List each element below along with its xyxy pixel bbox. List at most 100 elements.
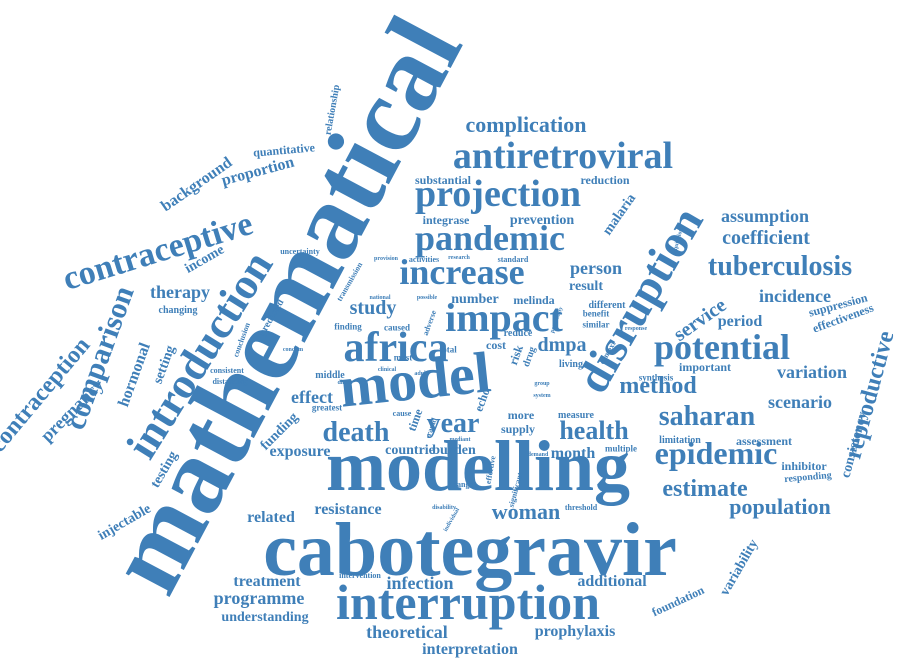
- word-additional: additional: [577, 573, 647, 590]
- word-threshold: threshold: [564, 503, 598, 512]
- word-programme: programme: [213, 588, 305, 608]
- word-cost: cost: [486, 338, 506, 352]
- word-theoretical: theoretical: [366, 622, 448, 642]
- word-activities: activities: [408, 255, 440, 264]
- word-result: result: [569, 279, 603, 294]
- word-infection: infection: [386, 573, 454, 593]
- word-treatment: treatment: [233, 573, 301, 590]
- word-health: health: [559, 416, 629, 445]
- word-substantial: substantial: [414, 173, 472, 187]
- word-method: method: [619, 373, 697, 399]
- word-antiretroviral: antiretroviral: [452, 135, 674, 177]
- word-reduce: reduce: [503, 328, 533, 339]
- word-variation: variation: [777, 362, 847, 382]
- word-national: national: [369, 295, 391, 301]
- word-cause: cause: [392, 409, 412, 418]
- word-melinda: melinda: [513, 293, 555, 307]
- word-prevention: prevention: [509, 213, 575, 228]
- word-adult: adult: [414, 371, 428, 377]
- word-supply: supply: [500, 422, 536, 436]
- word-scenario: scenario: [768, 392, 832, 412]
- word-pandemic: pandemic: [414, 218, 566, 258]
- word-month: month: [550, 445, 596, 462]
- word-system: system: [533, 393, 551, 399]
- word-death: death: [322, 417, 390, 448]
- word-countrie: countrie: [385, 443, 435, 458]
- word-demand: demand: [527, 452, 549, 458]
- word-direct: direct: [337, 380, 353, 386]
- word-different: different: [588, 300, 626, 311]
- word-clinical: clinical: [377, 367, 397, 373]
- word-africa: africa: [343, 325, 449, 371]
- word-understanding: understanding: [221, 610, 309, 625]
- word-projection: projection: [414, 173, 582, 215]
- word-potential: potential: [653, 327, 791, 367]
- word-inhibitor: inhibitor: [781, 459, 827, 473]
- word-population: population: [729, 494, 831, 519]
- word-mediant: mediant: [449, 437, 471, 443]
- word-tuberculosis: tuberculosis: [707, 251, 853, 282]
- word-standard: standard: [497, 255, 529, 264]
- word-finding: finding: [334, 321, 362, 332]
- word-interpretation: interpretation: [422, 641, 518, 658]
- word-benefit: benefit: [582, 308, 610, 319]
- word-condom: condom: [282, 347, 304, 353]
- word-impact: impact: [445, 295, 563, 340]
- word-malaria: malaria: [600, 191, 640, 239]
- word-change: change: [449, 480, 473, 489]
- word-reduction: reduction: [580, 173, 630, 187]
- word-saharan: saharan: [658, 401, 756, 432]
- word-coefficient: coefficient: [722, 227, 810, 249]
- word-disability: disability: [432, 505, 456, 511]
- word-study: study: [349, 297, 397, 319]
- word-prophylaxis: prophylaxis: [534, 623, 616, 640]
- word-burden: burden: [432, 443, 476, 458]
- word-group: group: [534, 381, 550, 387]
- word-research: research: [448, 255, 470, 261]
- word-synthesis: synthesis: [638, 372, 674, 383]
- word-epidemic: epidemic: [654, 435, 778, 471]
- word-incidence: incidence: [759, 286, 831, 306]
- word-interruption: interruption: [336, 574, 600, 630]
- word-exposure: exposure: [269, 443, 331, 460]
- word-cabotegravir: cabotegravir: [263, 508, 677, 592]
- word-more: more: [507, 408, 535, 422]
- word-resistance: resistance: [314, 501, 382, 518]
- word-measure: measure: [558, 410, 594, 421]
- word-distancing: distancing: [212, 377, 248, 386]
- word-dmpa: dmpa: [537, 334, 587, 356]
- word-limitation: limitation: [659, 435, 701, 446]
- word-greatest: greatest: [311, 402, 343, 413]
- word-possible: possible: [416, 295, 438, 301]
- word-increase: increase: [399, 252, 525, 292]
- word-woman: woman: [491, 499, 561, 524]
- word-integrase: integrase: [422, 213, 470, 227]
- word-response: response: [624, 326, 648, 332]
- word-living: living: [559, 359, 583, 370]
- word-middle: middle: [315, 370, 345, 381]
- word-estimate: estimate: [662, 476, 748, 502]
- word-changing: changing: [158, 305, 198, 316]
- word-number: number: [451, 292, 499, 307]
- word-assumption: assumption: [720, 206, 810, 226]
- word-multiple: multiple: [604, 443, 638, 454]
- word-assessment: assessment: [736, 434, 792, 448]
- word-consistent: consistent: [210, 366, 244, 375]
- word-related: related: [247, 509, 295, 526]
- word-modelling: modelling: [325, 426, 631, 506]
- word-similar: similar: [582, 319, 610, 330]
- word-responding: responding: [783, 469, 833, 486]
- word-year: year: [426, 408, 480, 439]
- word-therapy: therapy: [150, 282, 210, 302]
- word-caused: caused: [383, 322, 411, 333]
- word-intervention: intervention: [339, 571, 381, 580]
- word-provision: provision: [374, 256, 398, 262]
- word-period: period: [717, 313, 763, 330]
- word-effect: effect: [291, 387, 333, 407]
- word-person: person: [569, 258, 623, 278]
- word-variability: variability: [717, 537, 762, 599]
- word-complication: complication: [465, 112, 587, 137]
- word-uncertainty: uncertainty: [280, 247, 320, 256]
- word-most: most: [393, 352, 413, 363]
